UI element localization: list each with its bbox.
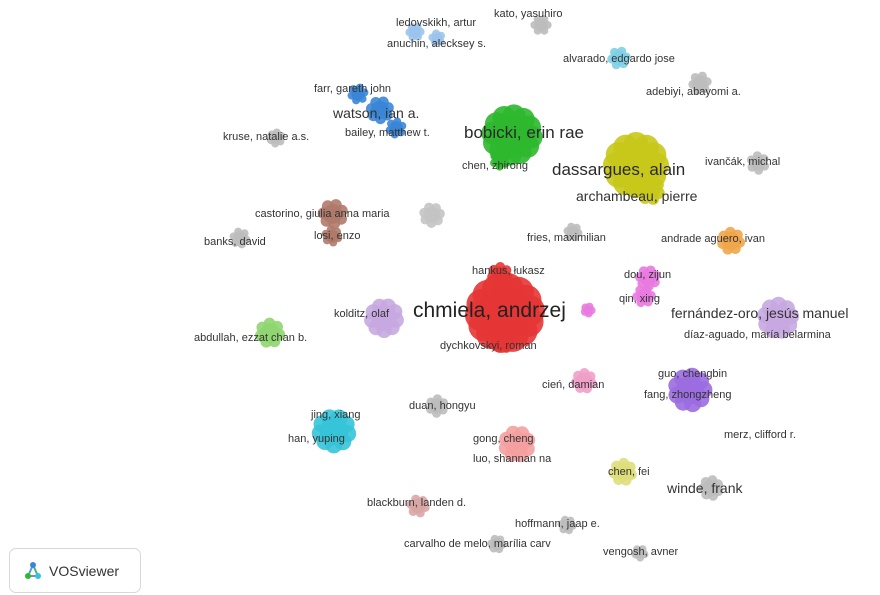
cluster-node[interactable] [764,304,792,332]
node-label[interactable]: dychkovskyi, roman [440,340,537,352]
cluster-node[interactable] [431,32,443,44]
node-label[interactable]: fries, maximilian [527,232,606,244]
node-label[interactable]: chen, fei [608,466,650,478]
cluster-node[interactable] [491,538,503,550]
cluster-node[interactable] [423,206,441,224]
node-label[interactable]: banks, david [204,236,266,248]
node-label[interactable]: dassargues, alain [552,160,686,179]
cluster-node[interactable] [702,479,720,497]
cluster-node[interactable] [429,398,445,414]
cluster-node[interactable] [575,372,593,390]
vosviewer-logo-text: VOSviewer [49,562,120,579]
cluster-node[interactable] [492,115,532,155]
cluster-node[interactable] [409,26,421,38]
node-label[interactable]: guo, chengbin [658,368,728,380]
node-label[interactable]: han, yuping [288,433,345,445]
node-label[interactable]: merz, clifford r. [724,429,796,441]
cluster-node[interactable] [639,269,657,287]
node-label[interactable]: dou, zijun [624,269,672,281]
cluster-node[interactable] [583,305,593,315]
node-label[interactable]: castorino, giulia anna maria [255,208,390,220]
node-label[interactable]: adebiyi, abayomi a. [646,86,741,98]
node-label[interactable]: archambeau, pierre [576,188,698,204]
node-label[interactable]: jing, xiang [311,409,361,421]
cluster-node[interactable] [615,144,657,186]
vosviewer-logo: VOSviewer [9,548,141,593]
cluster-node[interactable] [233,231,247,245]
node-label[interactable]: bailey, matthew t. [345,127,430,139]
node-label[interactable]: kato, yasuhiro [494,8,563,20]
node-label[interactable]: bobicki, erin rae [464,123,585,142]
node-label[interactable]: chmiela, andrzej [413,299,566,322]
cluster-node[interactable] [371,101,389,119]
node-label[interactable]: duan, hongyu [409,400,476,412]
node-label[interactable]: luo, shannan na [473,453,552,465]
node-label[interactable]: andrade aguero, ivan [661,233,765,245]
cluster-node[interactable] [495,334,511,350]
cluster-node[interactable] [270,132,282,144]
node-label[interactable]: cień, damian [542,379,605,391]
node-label[interactable]: alvarado, edgardo jose [563,53,675,65]
node-label[interactable]: fernández-oro, jesús manuel [671,305,849,321]
node-label[interactable]: kolditz, olaf [334,308,390,320]
cluster-node[interactable] [675,375,705,405]
node-label[interactable]: losi, enzo [314,230,361,242]
cluster-node[interactable] [323,204,343,224]
cluster-node[interactable] [534,18,548,32]
cluster-node[interactable] [561,519,573,531]
cluster-node[interactable] [634,547,646,559]
cluster-node[interactable] [389,121,403,135]
node-label[interactable]: winde, frank [667,480,743,496]
cluster-node[interactable] [493,153,507,167]
node-label[interactable]: hankus, łukasz [472,265,545,277]
cluster-node[interactable] [325,229,339,243]
cluster-node[interactable] [319,416,349,446]
node-label[interactable]: ledovskikh, artur [396,17,477,29]
node-label[interactable]: fang, zhongzheng [644,389,732,401]
cluster-node[interactable] [636,288,652,304]
cluster-node[interactable] [750,155,766,171]
cluster-node[interactable] [614,463,632,481]
node-label[interactable]: anuchin, alecksey s. [387,38,487,50]
cluster-node[interactable] [351,87,365,101]
cluster-node[interactable] [692,75,708,91]
cluster-node[interactable] [611,50,627,66]
cluster-node[interactable] [722,232,740,250]
node-label[interactable]: abdullah, ezzat chan b. [194,332,308,344]
cluster-node[interactable] [505,432,529,456]
node-label[interactable]: kruse, natalie a.s. [223,131,310,143]
node-label[interactable]: vengosh, avner [603,546,679,558]
node-label[interactable]: qin, xing [619,293,660,305]
node-label[interactable]: farr, gareth john [314,83,392,95]
node-label[interactable]: blackburn, landen d. [367,497,467,509]
cluster-node[interactable] [410,498,426,514]
cluster-node[interactable] [479,287,531,339]
cluster-node[interactable] [640,180,660,200]
node-label[interactable]: ivančák, michal [705,156,781,168]
node-label[interactable]: hoffmann, jaap e. [515,518,600,530]
node-label[interactable]: díaz-aguado, maría belarmina [684,329,831,341]
cluster-node[interactable] [567,226,579,238]
node-label[interactable]: gong, cheng [473,433,534,445]
cluster-node[interactable] [371,305,397,331]
node-label[interactable]: carvalho de melo, marília carv [404,538,551,550]
vosviewer-logo-icon [25,561,41,579]
node-label[interactable]: chen, zhirong [462,160,529,172]
node-label[interactable]: watson, ian a. [333,105,420,121]
cluster-node[interactable] [260,323,280,343]
